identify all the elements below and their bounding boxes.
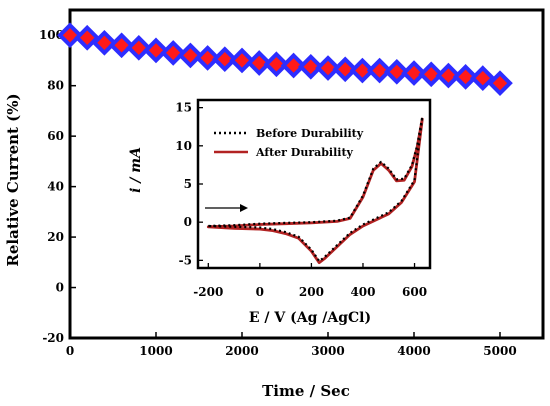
inset-x-tick-label: 200 — [299, 285, 324, 299]
data-point-diamond — [366, 57, 393, 84]
main-y-axis-title: Relative Current (%) — [4, 93, 22, 266]
inset-x-tick-label: -200 — [193, 285, 223, 299]
inset-legend: Before Durability After Durability — [214, 127, 364, 159]
data-point-diamond — [211, 46, 238, 73]
inset-y-tick-label: 5 — [184, 177, 192, 191]
data-point-diamond — [246, 50, 273, 76]
main-x-tick-label: 4000 — [397, 344, 430, 358]
main-x-tick-label: 5000 — [483, 344, 516, 358]
inset-background — [198, 100, 430, 268]
series-line-before-durability — [207, 115, 424, 263]
data-point-diamond — [297, 53, 324, 80]
data-point-diamond — [125, 35, 152, 61]
main-y-tick-label: 80 — [47, 79, 64, 93]
inset-x-ticks: -200 0 200 400 600 — [193, 263, 427, 299]
data-point-diamond — [108, 32, 135, 59]
inset-series-lines — [206, 115, 424, 265]
main-x-tick-label: 0 — [66, 344, 74, 358]
inset-x-axis-title: E / V (Ag /AgCl) — [249, 310, 371, 326]
inset-y-tick-label: 0 — [184, 215, 192, 229]
data-point-diamond — [315, 55, 341, 81]
data-point-diamond — [160, 40, 187, 66]
main-data-points — [57, 22, 513, 96]
data-point-diamond — [91, 29, 118, 56]
data-point-diamond — [452, 64, 479, 90]
data-point-diamond — [383, 58, 410, 85]
main-x-axis-title: Time / Sec — [262, 382, 350, 400]
main-x-ticks: 0 1000 2000 3000 4000 5000 — [66, 332, 517, 358]
main-y-tick-label: 100 — [39, 28, 64, 42]
inset-x-tick-label: 0 — [256, 285, 264, 299]
data-point-diamond — [418, 61, 445, 88]
inset-y-tick-label: 15 — [175, 101, 192, 115]
data-point-diamond — [332, 56, 359, 83]
main-x-tick-label: 1000 — [139, 344, 172, 358]
inset-y-tick-label: 10 — [175, 139, 192, 153]
data-point-diamond — [177, 42, 204, 69]
data-point-diamond — [280, 52, 307, 79]
inset-y-tick-label: -5 — [179, 253, 192, 267]
data-point-diamond — [263, 51, 290, 78]
main-y-tick-label: -20 — [42, 331, 64, 345]
main-x-tick-label: 2000 — [225, 344, 258, 358]
main-plot-frame — [68, 8, 545, 340]
main-y-tick-label: 40 — [47, 180, 64, 194]
scan-direction-arrow — [205, 204, 248, 212]
legend-label-after: After Durability — [255, 146, 354, 159]
inset-y-axis-title: i / mA — [128, 147, 144, 193]
data-point-diamond — [229, 47, 255, 74]
legend-label-before: Before Durability — [256, 127, 364, 140]
data-point-diamond — [435, 62, 462, 89]
main-y-tick-label: 20 — [47, 230, 64, 244]
inset-y-ticks: -5 0 5 10 15 — [175, 101, 203, 267]
data-point-diamond — [487, 70, 513, 96]
main-y-ticks: -20 0 20 40 60 80 100 — [39, 28, 76, 345]
data-point-diamond — [349, 57, 376, 84]
data-point-diamond — [143, 37, 169, 64]
main-x-tick-label: 3000 — [311, 344, 344, 358]
data-point-diamond — [194, 45, 221, 71]
inset-x-tick-label: 600 — [402, 285, 427, 299]
data-point-diamond — [57, 22, 83, 49]
data-point-diamond — [401, 60, 427, 86]
main-y-tick-label: 0 — [56, 281, 64, 295]
inset-chart: -5 0 5 10 15 -200 0 200 400 600 Before Durabilit… — [128, 98, 432, 326]
main-y-tick-label: 60 — [47, 129, 64, 143]
inset-x-tick-label: 400 — [350, 285, 375, 299]
